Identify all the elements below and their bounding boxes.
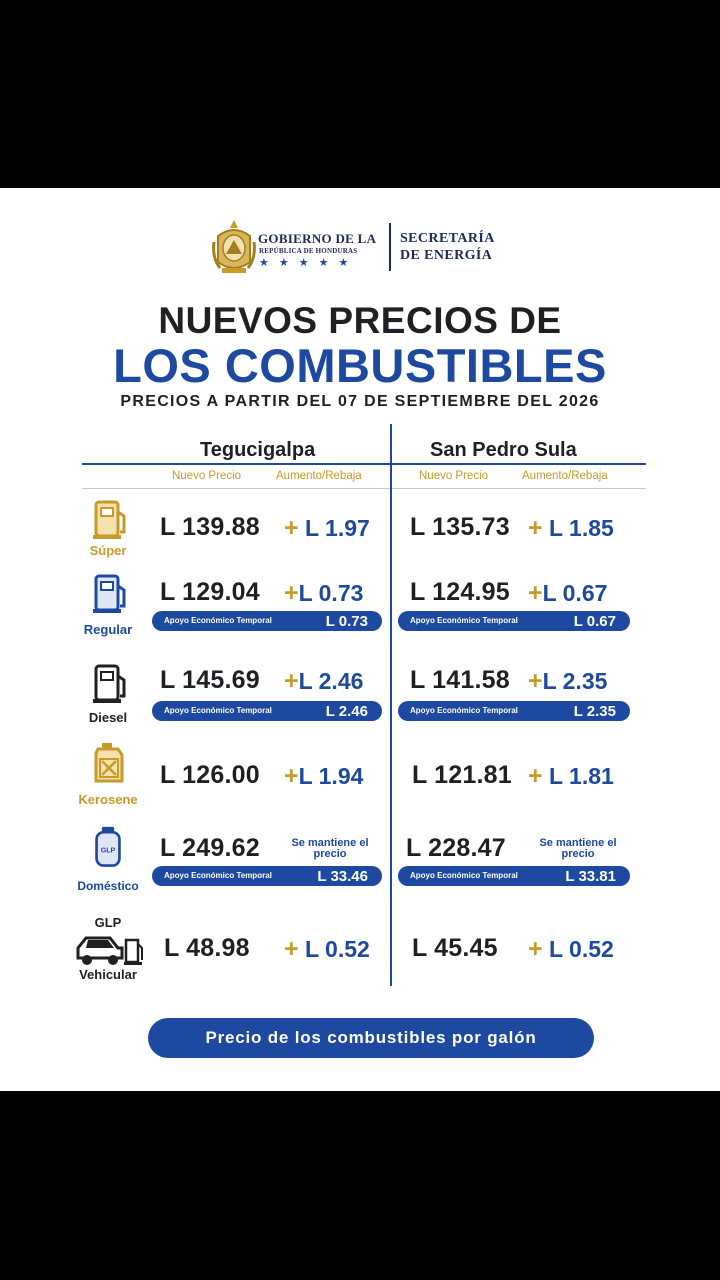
sps-price-kerosene: L 121.81 bbox=[412, 761, 512, 789]
tg-price-regular: L 129.04 bbox=[160, 578, 260, 606]
fuel-name-glp: GLP bbox=[94, 915, 122, 930]
government-header: GOBIERNO DE LA REPÚBLICA DE HONDURAS ★★★… bbox=[0, 218, 720, 278]
sps-price-super: L 135.73 bbox=[410, 513, 510, 541]
support-value: L 33.81 bbox=[565, 868, 616, 885]
plus-sign: + bbox=[284, 579, 299, 607]
change-value: L 1.85 bbox=[549, 515, 614, 541]
tg-price-diesel: L 145.69 bbox=[160, 666, 260, 694]
fuel-name-kerosene: Kerosene bbox=[78, 792, 138, 807]
secretaria-label: SECRETARÍA DE ENERGÍA bbox=[400, 230, 495, 264]
support-value: L 2.35 bbox=[573, 703, 616, 720]
support-pill-tg-domestico: Apoyo Económico Temporal L 33.46 bbox=[152, 866, 382, 886]
city-divider bbox=[390, 424, 392, 986]
support-value: L 0.67 bbox=[573, 613, 616, 630]
plus-sign: + bbox=[284, 935, 299, 963]
support-label: Apoyo Económico Temporal bbox=[164, 706, 272, 715]
plus-sign: + bbox=[284, 762, 299, 790]
sps-change-vehicular: + L 0.52 bbox=[528, 935, 614, 964]
change-value: L 0.73 bbox=[298, 580, 364, 606]
fuel-name-diesel: Diesel bbox=[88, 710, 128, 725]
support-pill-tg-diesel: Apoyo Económico Temporal L 2.46 bbox=[152, 701, 382, 721]
fuel-name-vehicular: Vehicular bbox=[79, 967, 137, 982]
tg-change-super: + L 1.97 bbox=[284, 514, 370, 543]
col-header-change: Aumento/Rebaja bbox=[276, 470, 362, 482]
plus-sign: + bbox=[284, 514, 299, 542]
change-value: L 0.67 bbox=[542, 580, 608, 606]
tg-change-regular: +L 0.73 bbox=[284, 579, 363, 608]
plus-sign: + bbox=[528, 667, 543, 695]
support-label: Apoyo Económico Temporal bbox=[410, 706, 518, 715]
gov-subtitle: REPÚBLICA DE HONDURAS bbox=[259, 247, 358, 255]
col-header-new-price: Nuevo Precio bbox=[419, 470, 489, 482]
plus-sign: + bbox=[284, 667, 299, 695]
title-line1: NUEVOS PRECIOS DE bbox=[158, 300, 562, 341]
fuel-pump-icon bbox=[93, 500, 126, 539]
sps-change-super: + L 1.85 bbox=[528, 514, 614, 543]
title-line2: LOS COMBUSTIBLES bbox=[113, 339, 607, 392]
support-pill-sps-regular: Apoyo Económico Temporal L 0.67 bbox=[398, 611, 630, 631]
table-rule bbox=[82, 488, 646, 489]
support-value: L 33.46 bbox=[317, 868, 368, 885]
col-header-change: Aumento/Rebaja bbox=[522, 470, 608, 482]
car-pump-icon bbox=[76, 936, 143, 965]
tg-price-domestico: L 249.62 bbox=[160, 834, 260, 862]
effective-date: PRECIOS A PARTIR DEL 07 DE SEPTIEMBRE DE… bbox=[120, 393, 600, 410]
plus-sign: + bbox=[528, 935, 543, 963]
plus-sign: + bbox=[528, 762, 543, 790]
tg-change-kerosene: +L 1.94 bbox=[284, 762, 363, 791]
fuel-pump-icon bbox=[93, 664, 126, 703]
change-value: L 2.35 bbox=[542, 668, 608, 694]
fuel-name-domestico: Doméstico bbox=[77, 879, 139, 893]
secretaria-line2: DE ENERGÍA bbox=[400, 248, 493, 263]
jerrycan-icon bbox=[94, 743, 124, 783]
sps-change-regular: +L 0.67 bbox=[528, 579, 607, 608]
gov-name: GOBIERNO DE LA bbox=[258, 231, 377, 246]
sps-change-kerosene: + L 1.81 bbox=[528, 762, 614, 791]
tg-note-domestico: Se mantiene el precio bbox=[291, 837, 369, 860]
sps-price-regular: L 124.95 bbox=[410, 578, 510, 606]
sps-change-diesel: +L 2.35 bbox=[528, 667, 607, 696]
city-san-pedro-sula: San Pedro Sula bbox=[430, 439, 577, 461]
tg-price-super: L 139.88 bbox=[160, 513, 260, 541]
footer-per-gallon-note: Precio de los combustibles por galón bbox=[148, 1018, 594, 1058]
honduras-seal-icon bbox=[212, 220, 256, 273]
support-pill-sps-diesel: Apoyo Económico Temporal L 2.35 bbox=[398, 701, 630, 721]
sps-price-diesel: L 141.58 bbox=[410, 666, 510, 694]
tg-change-diesel: +L 2.46 bbox=[284, 667, 363, 696]
plus-sign: + bbox=[528, 579, 543, 607]
support-pill-sps-domestico: Apoyo Económico Temporal L 33.81 bbox=[398, 866, 630, 886]
support-label: Apoyo Económico Temporal bbox=[410, 616, 518, 625]
tg-price-kerosene: L 126.00 bbox=[160, 761, 260, 789]
sps-price-domestico: L 228.47 bbox=[406, 834, 506, 862]
support-pill-tg-regular: Apoyo Económico Temporal L 0.73 bbox=[152, 611, 382, 631]
secretaria-line1: SECRETARÍA bbox=[400, 231, 495, 246]
tg-change-vehicular: + L 0.52 bbox=[284, 935, 370, 964]
change-value: L 1.81 bbox=[549, 763, 614, 789]
change-value: L 0.52 bbox=[549, 936, 614, 962]
support-value: L 0.73 bbox=[325, 613, 368, 630]
plus-sign: + bbox=[528, 514, 543, 542]
change-value: L 0.52 bbox=[305, 936, 370, 962]
change-value: L 1.97 bbox=[305, 515, 370, 541]
gas-cylinder-icon: GLP bbox=[95, 826, 121, 867]
sps-note-domestico: Se mantiene el precio bbox=[539, 837, 617, 860]
city-tegucigalpa: Tegucigalpa bbox=[200, 439, 316, 461]
table-rule bbox=[82, 463, 646, 465]
fuel-pump-icon bbox=[93, 574, 126, 613]
fuel-name-super: Súper bbox=[89, 543, 127, 558]
support-label: Apoyo Económico Temporal bbox=[410, 871, 518, 880]
col-header-new-price: Nuevo Precio bbox=[172, 470, 242, 482]
stars-icon: ★★★★★ bbox=[259, 257, 359, 269]
fuel-price-poster: GOBIERNO DE LA REPÚBLICA DE HONDURAS ★★★… bbox=[0, 188, 720, 1091]
change-value: L 1.94 bbox=[298, 763, 364, 789]
support-value: L 2.46 bbox=[325, 703, 368, 720]
fuel-name-regular: Regular bbox=[83, 622, 133, 637]
support-label: Apoyo Económico Temporal bbox=[164, 616, 272, 625]
support-label: Apoyo Económico Temporal bbox=[164, 871, 272, 880]
sps-price-vehicular: L 45.45 bbox=[412, 934, 498, 962]
glp-icon-label: GLP bbox=[101, 847, 116, 854]
tg-price-vehicular: L 48.98 bbox=[164, 934, 250, 962]
change-value: L 2.46 bbox=[298, 668, 364, 694]
header-divider bbox=[389, 223, 391, 271]
